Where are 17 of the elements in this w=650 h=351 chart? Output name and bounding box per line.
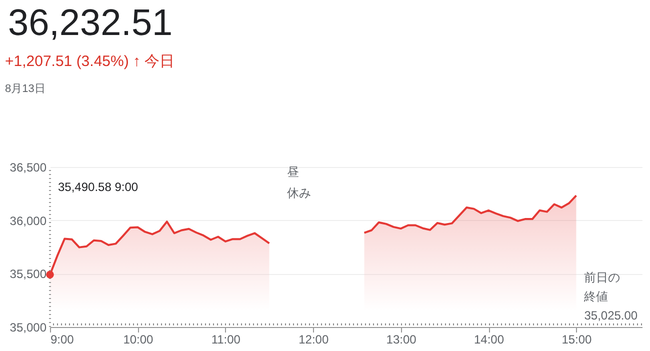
x-tick-label: 10:00 (123, 332, 154, 346)
y-tick-label: 35,000 (10, 320, 47, 334)
y-tick-label: 36,500 (10, 160, 47, 174)
y-tick-label: 35,500 (10, 267, 47, 282)
x-tick-label: 12:00 (298, 332, 329, 346)
x-tick-label: 15:00 (562, 332, 592, 346)
chart-title: 36,232.51 (8, 2, 173, 44)
x-tick-label: 9:00 (50, 332, 74, 346)
x-tick-label: 13:00 (386, 332, 417, 346)
text: 8月13日 (5, 82, 46, 96)
annotation: 昼休み (286, 165, 311, 200)
x-tick-label: 11:00 (211, 332, 241, 346)
x-tick-label: 14:00 (474, 332, 504, 346)
ref-line-label: 前日の終値 35,025.00 (583, 270, 638, 322)
y-tick-label: 36,000 (10, 214, 47, 228)
chart-subtitle: +1,207.51 (3.45%) ↑ 今日 (5, 52, 175, 71)
annotation: 35,490.58 9:00 (58, 180, 138, 194)
